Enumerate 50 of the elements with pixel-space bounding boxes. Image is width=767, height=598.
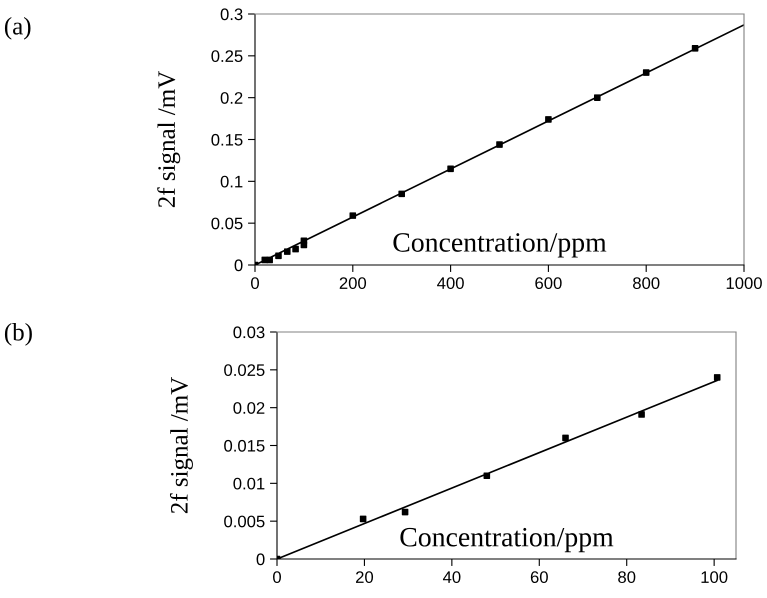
- x-tick-label: 800: [633, 277, 660, 290]
- y-tick-label: 0.05: [211, 218, 242, 230]
- y-tick-label: 0.25: [211, 50, 242, 62]
- point: [284, 248, 291, 255]
- x-tick-label: 1000: [726, 277, 762, 290]
- text: (b): [4, 323, 32, 346]
- x-tick-label: 80: [618, 571, 636, 584]
- point: [300, 237, 308, 244]
- x-axis-title: Concentration/ppm: [393, 233, 606, 258]
- point: [562, 434, 569, 442]
- y-axis-title: 2f signal /mV: [170, 377, 193, 514]
- x-tick-label: 600: [535, 277, 562, 290]
- point: [594, 94, 601, 101]
- x-tick-label: 0: [273, 571, 281, 584]
- point: [292, 246, 299, 252]
- y-tick-label: 0.03: [233, 326, 264, 338]
- x-tick-label: 40: [442, 571, 460, 584]
- point: [714, 374, 720, 381]
- x-tick-label: 20: [356, 571, 374, 584]
- y-tick-label: 0.015: [224, 440, 264, 452]
- y-tick-label: 0: [234, 259, 243, 272]
- y-tick-label: 0.01: [233, 478, 264, 490]
- point: [360, 516, 366, 522]
- text: (a): [4, 16, 30, 40]
- point: [447, 165, 454, 172]
- point: [266, 256, 273, 264]
- point: [350, 212, 356, 219]
- y-tick-label: 0.025: [224, 364, 264, 376]
- point: [642, 69, 650, 76]
- point: [545, 116, 552, 123]
- y-tick-label: 0.15: [211, 134, 242, 146]
- y-tick-label: 0.02: [233, 402, 264, 414]
- point: [398, 190, 405, 198]
- point: [275, 252, 282, 260]
- point: [692, 45, 698, 52]
- point: [402, 508, 408, 516]
- x-tick-label: 400: [437, 277, 464, 290]
- x-tick-label: 100: [702, 571, 728, 584]
- y-axis-title: 2f signal /mV: [157, 71, 180, 208]
- x-tick-label: 200: [340, 277, 366, 290]
- point: [496, 141, 503, 148]
- y-tick-label: 0: [256, 553, 265, 566]
- x-axis-title: Concentration/ppm: [400, 528, 614, 552]
- y-tick-label: 0.1: [220, 176, 242, 188]
- y-tick-label: 0.2: [220, 92, 242, 104]
- point: [638, 411, 645, 418]
- y-tick-label: 0.005: [224, 516, 264, 528]
- y-tick-label: 0.3: [220, 8, 242, 20]
- x-tick-label: 60: [530, 571, 548, 584]
- point: [484, 472, 490, 480]
